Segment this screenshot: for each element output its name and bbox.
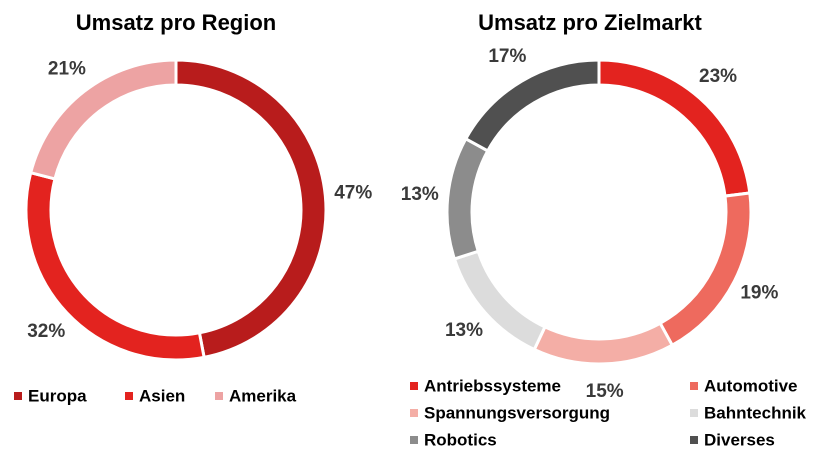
legend-label: Bahntechnik xyxy=(704,403,807,422)
data-label: 13% xyxy=(401,184,439,205)
donut-segment xyxy=(174,58,328,360)
donut-segment xyxy=(532,321,675,366)
legend-label: Automotive xyxy=(704,376,798,395)
data-label: 32% xyxy=(27,321,65,342)
data-label: 47% xyxy=(334,182,372,203)
legend-swatch xyxy=(690,382,698,390)
legend-label: Antriebssysteme xyxy=(424,376,561,395)
data-label: 17% xyxy=(488,46,526,67)
chart-title: Umsatz pro Zielmarkt xyxy=(478,10,702,35)
data-label: 15% xyxy=(586,381,624,402)
legend-label: Robotics xyxy=(424,430,497,449)
donut-segment xyxy=(445,136,490,261)
chart-title: Umsatz pro Region xyxy=(76,10,276,35)
legend-swatch xyxy=(410,409,418,417)
legend-label: Europa xyxy=(28,386,87,405)
legend-label: Spannungsversorgung xyxy=(424,403,610,422)
legend-label: Diverses xyxy=(704,430,775,449)
donut-segment xyxy=(463,58,601,153)
legend-label: Asien xyxy=(139,386,185,405)
donut-segment xyxy=(28,58,178,181)
legend-swatch xyxy=(410,436,418,444)
legend-swatch xyxy=(410,382,418,390)
legend-label: Amerika xyxy=(229,386,297,405)
legend-swatch xyxy=(690,409,698,417)
data-label: 21% xyxy=(48,58,86,79)
legend-swatch xyxy=(14,392,22,400)
data-label: 13% xyxy=(445,320,483,341)
data-label: 19% xyxy=(740,283,778,304)
legend-swatch xyxy=(215,392,223,400)
data-label: 23% xyxy=(699,66,737,87)
legend-swatch xyxy=(125,392,133,400)
legend-swatch xyxy=(690,436,698,444)
donut-segment xyxy=(658,191,753,348)
